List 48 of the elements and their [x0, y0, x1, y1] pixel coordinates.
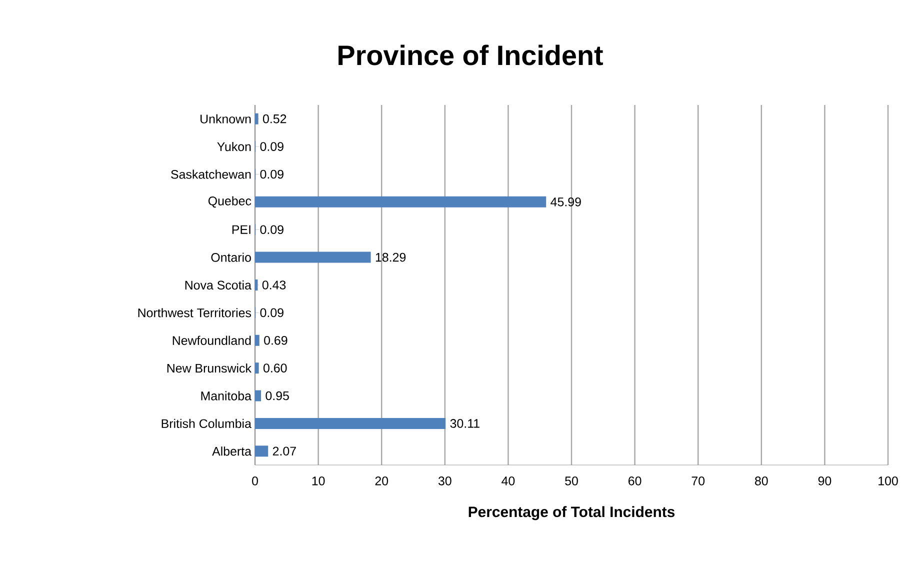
data-label: 0.09	[260, 170, 284, 179]
bar	[255, 390, 262, 402]
bar	[255, 418, 446, 429]
x-tick-label: 40	[502, 476, 515, 486]
data-label: 0.60	[263, 364, 287, 372]
data-label: 18.29	[376, 252, 406, 262]
x-tick-label: 20	[375, 476, 388, 486]
y-tick-label: Nova Scotia	[185, 280, 252, 290]
data-label: 0.52	[262, 114, 286, 124]
y-tick-label: Alberta	[212, 446, 252, 456]
data-label: 30.11	[450, 419, 480, 428]
bar	[255, 279, 258, 290]
x-tick-label: 60	[628, 476, 642, 486]
data-label: 2.07	[272, 446, 296, 456]
data-label: 0.09	[260, 308, 284, 318]
y-tick-label: Ontario	[211, 252, 251, 262]
y-tick-label: Newfoundland	[172, 336, 251, 345]
x-tick-label: 80	[755, 476, 768, 486]
y-tick-label: Manitoba	[201, 391, 252, 400]
data-label: 0.09	[260, 225, 284, 234]
bar	[255, 334, 260, 346]
data-label: 0.95	[266, 391, 289, 400]
y-tick-label: British Columbia	[162, 418, 252, 428]
x-tick-label: 70	[692, 476, 705, 486]
x-tick-label: 100	[878, 476, 898, 486]
data-label: 0.69	[264, 336, 288, 345]
x-tick-label: 30	[438, 476, 452, 486]
x-tick-label: 90	[818, 476, 832, 486]
y-tick-label: PEI	[232, 225, 250, 234]
bar	[255, 252, 371, 263]
bar	[255, 362, 259, 374]
x-tick-label: 50	[565, 476, 578, 486]
y-tick-label: Northwest Territories	[138, 308, 252, 318]
y-tick-label: Yukon	[217, 142, 251, 152]
y-tick-label: New Brunswick	[167, 363, 252, 373]
data-label: 0.09	[260, 142, 284, 151]
data-label: 45.99	[550, 198, 581, 206]
bar	[255, 113, 258, 124]
bar	[255, 196, 546, 208]
x-tick-label: 10	[312, 476, 325, 486]
y-tick-label: Quebec	[208, 196, 252, 208]
y-tick-label: Unknown	[200, 114, 251, 124]
bar	[255, 446, 268, 457]
chart-title: Province of Incident	[338, 44, 603, 66]
y-tick-label: Saskatchewan	[171, 170, 251, 179]
x-tick-label: 0	[252, 476, 258, 486]
data-label: 0.43	[262, 280, 286, 290]
x-axis-title: Percentage of Total Incidents	[468, 506, 675, 520]
